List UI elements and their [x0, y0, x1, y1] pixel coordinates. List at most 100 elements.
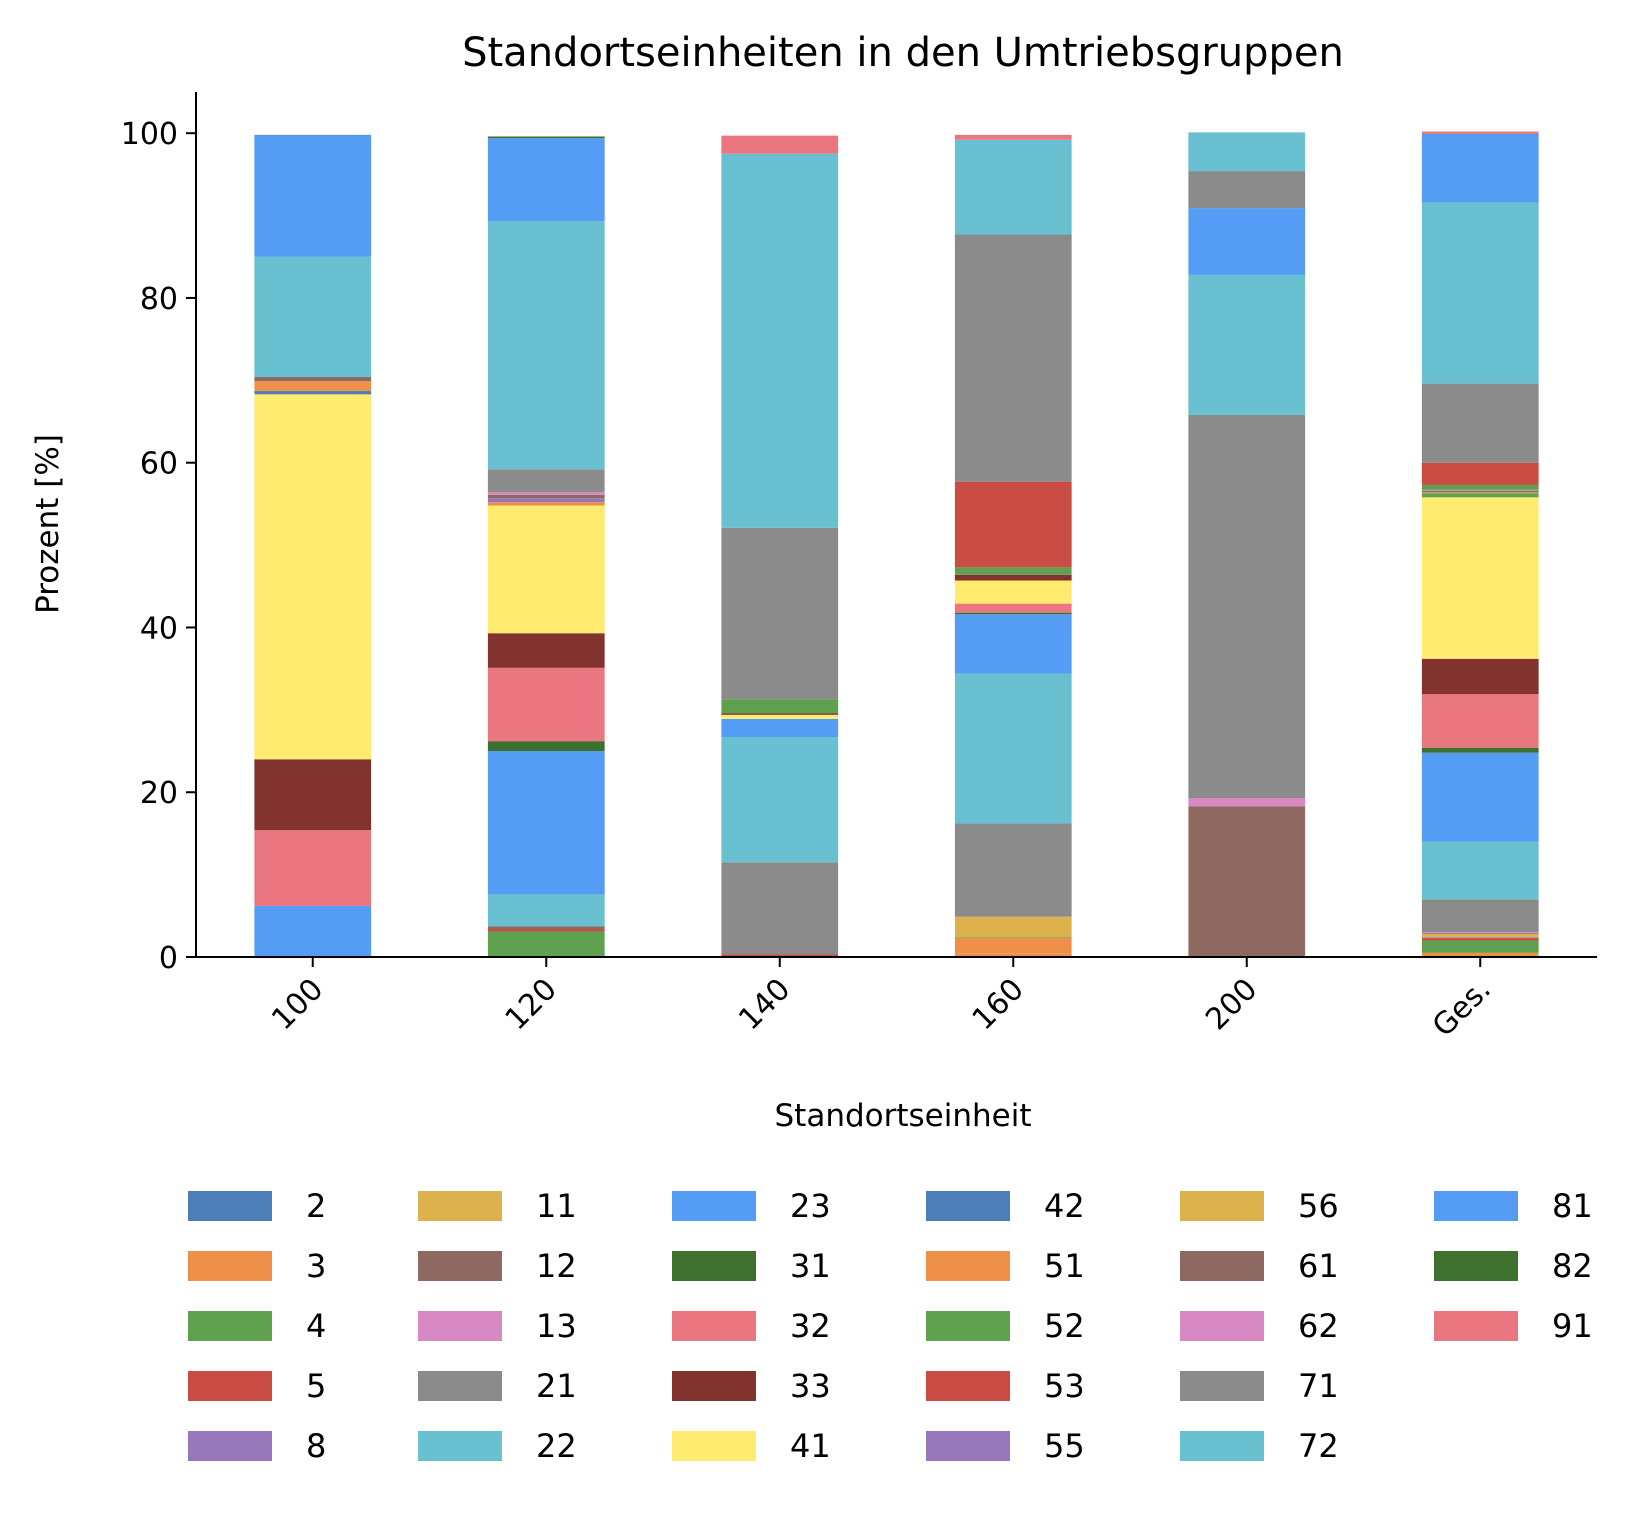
x-tick-label: 200 [1199, 972, 1264, 1037]
legend-swatch-13 [418, 1311, 502, 1341]
bar-segment-91-Ges. [1421, 131, 1539, 135]
legend-swatch-8 [188, 1431, 272, 1461]
bar-segment-72-200 [1188, 132, 1306, 172]
bar-segment-71-200 [1188, 414, 1306, 798]
legend-label-31: 31 [790, 1247, 831, 1285]
bar-segment-12-120 [487, 926, 605, 929]
legend-label-61: 61 [1298, 1247, 1339, 1285]
legend-swatch-61 [1180, 1251, 1264, 1281]
legend-label-82: 82 [1552, 1247, 1593, 1285]
legend-label-81: 81 [1552, 1187, 1593, 1225]
bar-segment-32-100 [254, 830, 372, 906]
y-tick-label: 0 [159, 941, 178, 976]
bar-segment-5-120 [487, 928, 605, 932]
legend-swatch-32 [672, 1311, 756, 1341]
x-tick-label: 120 [499, 972, 564, 1037]
bar-segment-53-Ges. [1421, 462, 1539, 485]
legend-label-53: 53 [1044, 1367, 1085, 1405]
bar-segment-41-100 [254, 394, 372, 760]
legend-label-13: 13 [536, 1307, 577, 1345]
legend-swatch-62 [1180, 1311, 1264, 1341]
bar-segment-72-Ges. [1421, 202, 1539, 384]
legend-label-56: 56 [1298, 1187, 1339, 1225]
bar-segment-51-120 [487, 502, 605, 506]
bar-segment-71-120 [487, 469, 605, 493]
legend-label-72: 72 [1298, 1427, 1339, 1465]
bar-segment-52-160 [954, 937, 1072, 939]
bar-segment-56-Ges. [1421, 492, 1539, 494]
bar-segment-12-Ges. [1421, 933, 1539, 934]
bar-segment-71-160 [954, 234, 1072, 482]
legend-swatch-41 [672, 1431, 756, 1461]
bar-segment-51-100 [254, 381, 372, 392]
legend-label-8: 8 [306, 1427, 326, 1465]
bar-segment-52-Ges. [1421, 484, 1539, 490]
bar-segment-5-Ges. [1421, 938, 1539, 941]
bar-segment-81-160 [954, 614, 1072, 674]
bar-segment-53-160 [954, 481, 1072, 568]
bar-segment-22-120 [487, 894, 605, 927]
legend-label-51: 51 [1044, 1247, 1085, 1285]
legend-swatch-12 [418, 1251, 502, 1281]
x-tick-label: 100 [265, 972, 330, 1037]
legend-label-12: 12 [536, 1247, 577, 1285]
chart-title: Standortseinheiten in den Umtriebsgruppe… [462, 30, 1344, 76]
bar-segment-72-160 [954, 673, 1072, 824]
bar-segment-71-160 [954, 823, 1072, 917]
bar-segment-41-Ges. [1421, 497, 1539, 659]
legend-swatch-11 [418, 1191, 502, 1221]
bar-segment-61-120 [487, 494, 605, 499]
legend-swatch-72 [1180, 1431, 1264, 1461]
bar-segment-81-200 [1188, 208, 1306, 275]
bar-segment-33-Ges. [1421, 658, 1539, 695]
legend-label-2: 2 [306, 1187, 326, 1225]
x-tick-label: 140 [732, 972, 797, 1037]
bar-segment-32-120 [487, 667, 605, 742]
x-ticks: 100 120 140 160 200 Ges. [265, 957, 1498, 1044]
legend-label-22: 22 [536, 1427, 577, 1465]
legend-label-91: 91 [1552, 1307, 1593, 1345]
bar-segment-55-120 [487, 498, 605, 503]
bar-segment-51-160 [954, 938, 1072, 954]
legend-label-4: 4 [306, 1307, 326, 1345]
legend-swatch-5 [188, 1371, 272, 1401]
bar-segment-5-140 [721, 954, 839, 957]
bar-segment-3-160 [954, 953, 1072, 957]
bar-segment-71-200 [1188, 171, 1306, 209]
bar-segment-52-160 [954, 567, 1072, 575]
bar-segment-72-140 [721, 153, 839, 528]
bar-segment-61-200 [1188, 806, 1306, 957]
legend-label-33: 33 [790, 1367, 831, 1405]
legend-label-5: 5 [306, 1367, 326, 1405]
bar-segment-13-Ges. [1421, 932, 1539, 934]
bar-segment-21-140 [721, 862, 839, 955]
legend-label-41: 41 [790, 1427, 831, 1465]
bar-segment-81-140 [721, 718, 839, 738]
legend-label-52: 52 [1044, 1307, 1085, 1345]
bar-segment-33-120 [487, 633, 605, 668]
bar-segment-91-160 [954, 603, 1072, 613]
bar-segment-62-Ges. [1421, 489, 1539, 491]
bar-segment-23-Ges. [1421, 752, 1539, 842]
bar-segment-31-120 [487, 741, 605, 752]
bar-segment-91-140 [721, 135, 839, 154]
legend-swatch-31 [672, 1251, 756, 1281]
bar-segment-56-160 [954, 916, 1072, 938]
legend-swatch-52 [926, 1311, 1010, 1341]
legend-swatch-53 [926, 1371, 1010, 1401]
bar-segment-72-100 [254, 256, 372, 378]
bar-segment-23-100 [254, 905, 372, 957]
bar-segment-21-Ges. [1421, 899, 1539, 933]
legend-swatch-3 [188, 1251, 272, 1281]
legend-label-62: 62 [1298, 1307, 1339, 1345]
legend-swatch-51 [926, 1251, 1010, 1281]
bar-segment-42-100 [254, 391, 372, 395]
legend-swatch-2 [188, 1191, 272, 1221]
bar-segment-11-Ges. [1421, 933, 1539, 938]
legend-swatch-22 [418, 1431, 502, 1461]
bar-segment-62-200 [1188, 798, 1306, 807]
bar-segment-71-Ges. [1421, 383, 1539, 463]
bar-segment-3-Ges. [1421, 952, 1539, 957]
